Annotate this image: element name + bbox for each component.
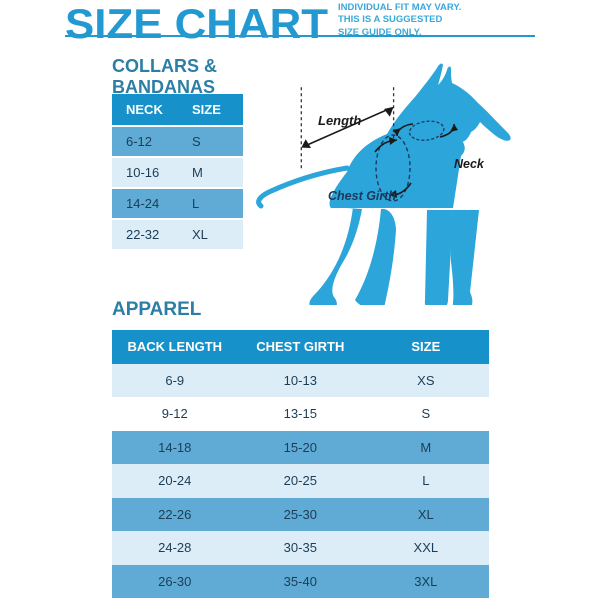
svg-text:Neck: Neck (454, 157, 485, 171)
svg-text:Length: Length (318, 113, 361, 128)
svg-text:Chest Girth: Chest Girth (328, 189, 396, 203)
